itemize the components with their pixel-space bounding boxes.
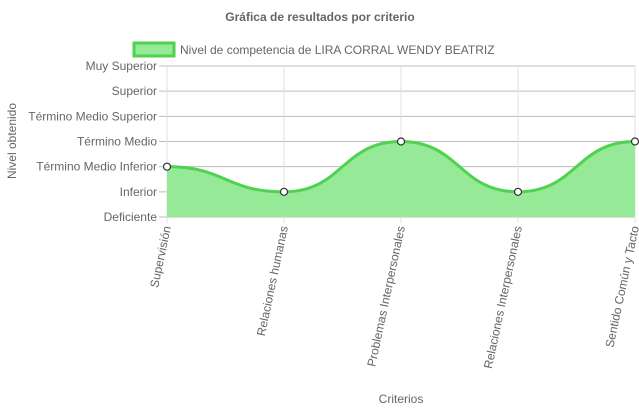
data-point[interactable]: [279, 187, 289, 196]
data-point[interactable]: [630, 137, 639, 146]
legend-label[interactable]: Nivel de competencia de LIRA CORRAL WEND…: [180, 43, 495, 57]
data-point[interactable]: [162, 162, 172, 171]
series-area: [167, 141, 635, 217]
data-points: [162, 137, 639, 196]
x-tick-label: Relaciones humanas: [254, 225, 291, 338]
y-tick-label: Deficiente: [104, 210, 158, 224]
chart-title: Gráfica de resultados por criterio: [225, 10, 414, 24]
y-tick-label: Término Medio Superior: [28, 109, 157, 123]
x-tick-label: Problemas Interpersonales: [364, 225, 408, 368]
y-axis-ticks: Deficiente Inferior Término Medio Inferior…: [28, 59, 157, 224]
y-tick-label: Término Medio: [77, 135, 157, 149]
y-tick-label: Superior: [112, 84, 157, 98]
legend[interactable]: Nivel de competencia de LIRA CORRAL WEND…: [132, 41, 495, 58]
y-tick-label: Término Medio Inferior: [36, 160, 157, 174]
x-axis-label: Criterios: [379, 392, 424, 406]
x-tick-label: Supervisión: [147, 225, 174, 289]
data-point[interactable]: [396, 137, 406, 146]
y-tick-label: Muy Superior: [86, 59, 157, 73]
data-point[interactable]: [513, 187, 523, 196]
x-tick-label: Relaciones Interpersonales: [481, 225, 525, 370]
x-axis-ticks: Supervisión Relaciones humanas Problemas I…: [147, 224, 639, 369]
legend-swatch[interactable]: [132, 41, 176, 58]
y-axis-label: Nivel obtenido: [5, 103, 19, 179]
x-tick-label: Sentido Común y Tacto: [602, 224, 639, 348]
y-tick-label: Inferior: [120, 185, 157, 199]
